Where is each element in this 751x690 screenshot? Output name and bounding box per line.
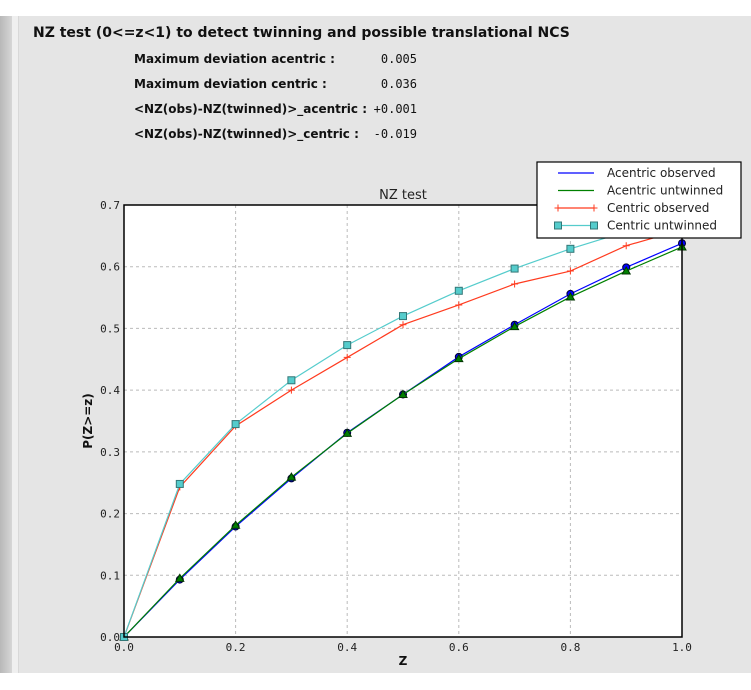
y-tick-label: 0.4 bbox=[100, 384, 120, 397]
x-tick-label: 0.2 bbox=[226, 641, 246, 654]
y-tick-label: 0.7 bbox=[100, 199, 120, 212]
stat-value: 0.005 bbox=[380, 52, 417, 66]
x-tick-label: 1.0 bbox=[672, 641, 692, 654]
data-point bbox=[287, 376, 296, 385]
legend-label: Centric untwinned bbox=[607, 219, 717, 233]
x-tick-label: 0.0 bbox=[114, 641, 134, 654]
data-point bbox=[399, 321, 407, 329]
data-point bbox=[454, 286, 463, 295]
y-tick-label: 0.0 bbox=[100, 631, 120, 644]
data-point bbox=[175, 479, 184, 488]
legend-marker bbox=[590, 221, 598, 230]
stat-value: 0.036 bbox=[380, 77, 417, 91]
data-point bbox=[231, 420, 240, 429]
series-acentric-untwinned bbox=[119, 241, 687, 641]
x-axis-label: Z bbox=[399, 654, 408, 668]
stat-label: Maximum deviation acentric : bbox=[134, 52, 335, 66]
stat-label: Maximum deviation centric : bbox=[134, 77, 327, 91]
legend-marker bbox=[554, 204, 562, 212]
plot-frame bbox=[123, 204, 683, 638]
data-point bbox=[621, 266, 632, 275]
y-tick-label: 0.3 bbox=[100, 446, 120, 459]
y-axis-label: P(Z>=z) bbox=[81, 393, 95, 449]
data-point bbox=[565, 291, 576, 301]
data-point bbox=[455, 301, 463, 309]
data-point bbox=[174, 573, 185, 582]
y-tick-label: 0.1 bbox=[100, 569, 120, 582]
y-tick-label: 0.6 bbox=[100, 261, 120, 274]
legend-label: Acentric observed bbox=[607, 166, 716, 180]
chart-title: NZ test bbox=[379, 188, 427, 203]
data-point bbox=[287, 386, 295, 394]
data-point bbox=[510, 264, 519, 273]
divider bbox=[12, 16, 19, 673]
data-point bbox=[566, 267, 574, 275]
data-point bbox=[622, 242, 630, 250]
stat-value: -0.019 bbox=[373, 127, 417, 141]
data-point bbox=[286, 472, 297, 481]
data-point bbox=[342, 428, 353, 437]
data-point bbox=[398, 389, 408, 398]
x-tick-label: 0.4 bbox=[337, 641, 357, 654]
section-title: NZ test (0<=z<1) to detect twinning and … bbox=[33, 25, 570, 41]
scrollbar-strip bbox=[0, 16, 12, 673]
data-point bbox=[230, 520, 241, 529]
legend-label: Acentric untwinned bbox=[607, 184, 723, 198]
data-point bbox=[509, 321, 520, 331]
legend: Acentric observed Acentric untwinned Centr… bbox=[536, 161, 742, 239]
data-point bbox=[399, 312, 407, 321]
data-point bbox=[453, 353, 464, 363]
legend-marker bbox=[590, 204, 598, 212]
data-point bbox=[343, 341, 352, 350]
stat-label: <NZ(obs)-NZ(twinned)>_acentric : bbox=[134, 102, 367, 116]
data-point bbox=[566, 244, 575, 253]
plot-area bbox=[124, 205, 682, 637]
stat-value: +0.001 bbox=[373, 102, 417, 116]
y-tick-label: 0.2 bbox=[100, 508, 120, 521]
x-tick-label: 0.6 bbox=[449, 641, 469, 654]
legend-marker bbox=[554, 221, 562, 230]
data-point bbox=[511, 280, 519, 288]
data-point bbox=[343, 353, 351, 361]
y-tick-label: 0.5 bbox=[100, 322, 120, 335]
legend-label: Centric observed bbox=[607, 201, 709, 215]
stat-label: <NZ(obs)-NZ(twinned)>_centric : bbox=[134, 127, 359, 141]
x-tick-label: 0.8 bbox=[560, 641, 580, 654]
